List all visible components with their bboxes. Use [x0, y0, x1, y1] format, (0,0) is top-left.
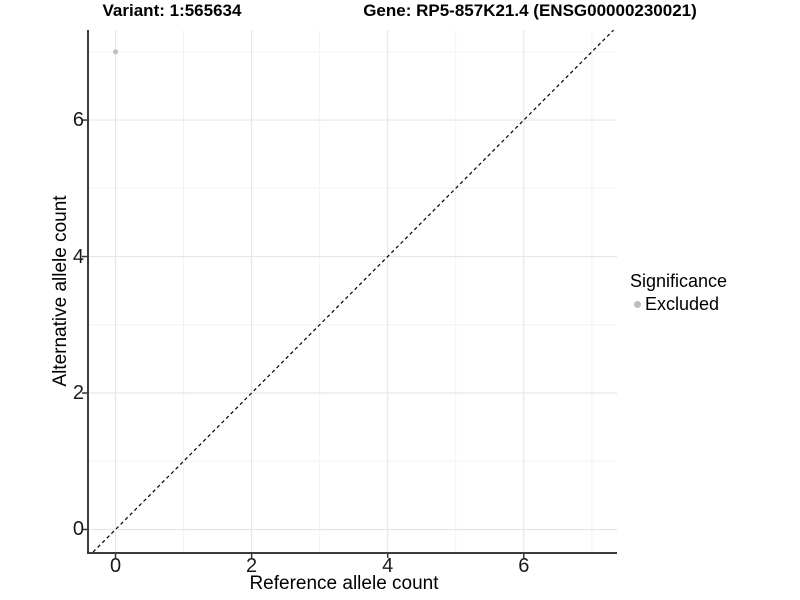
- plot-panel: [82, 29, 617, 558]
- legend-title: Significance: [630, 271, 728, 291]
- legend: Significance Excluded: [630, 270, 727, 314]
- x-tick-label: 0: [109, 555, 122, 577]
- excluded-point-icon: [634, 300, 641, 308]
- y-tick-label: 2: [72, 382, 84, 404]
- y-tick-label: 6: [72, 109, 84, 132]
- x-tick-label: 6: [518, 555, 530, 577]
- gene-title: Gene: RP5-857K21.4 (ENSG00000230021): [363, 1, 697, 20]
- variant-title: Variant: 1:565634: [102, 1, 242, 20]
- x-axis-title: Reference allele count: [249, 573, 439, 594]
- legend-entry-excluded: Excluded: [630, 294, 727, 314]
- x-tick-label: 4: [382, 555, 394, 577]
- y-tick-label: 0: [72, 518, 84, 541]
- data-point-excluded: [113, 49, 119, 55]
- y-tick-label: 4: [72, 245, 84, 268]
- x-tick-label: 2: [246, 555, 258, 577]
- identity-line: [92, 29, 615, 553]
- y-axis-title: Alternative allele count: [50, 195, 71, 387]
- legend-entry-label: Excluded: [645, 294, 720, 314]
